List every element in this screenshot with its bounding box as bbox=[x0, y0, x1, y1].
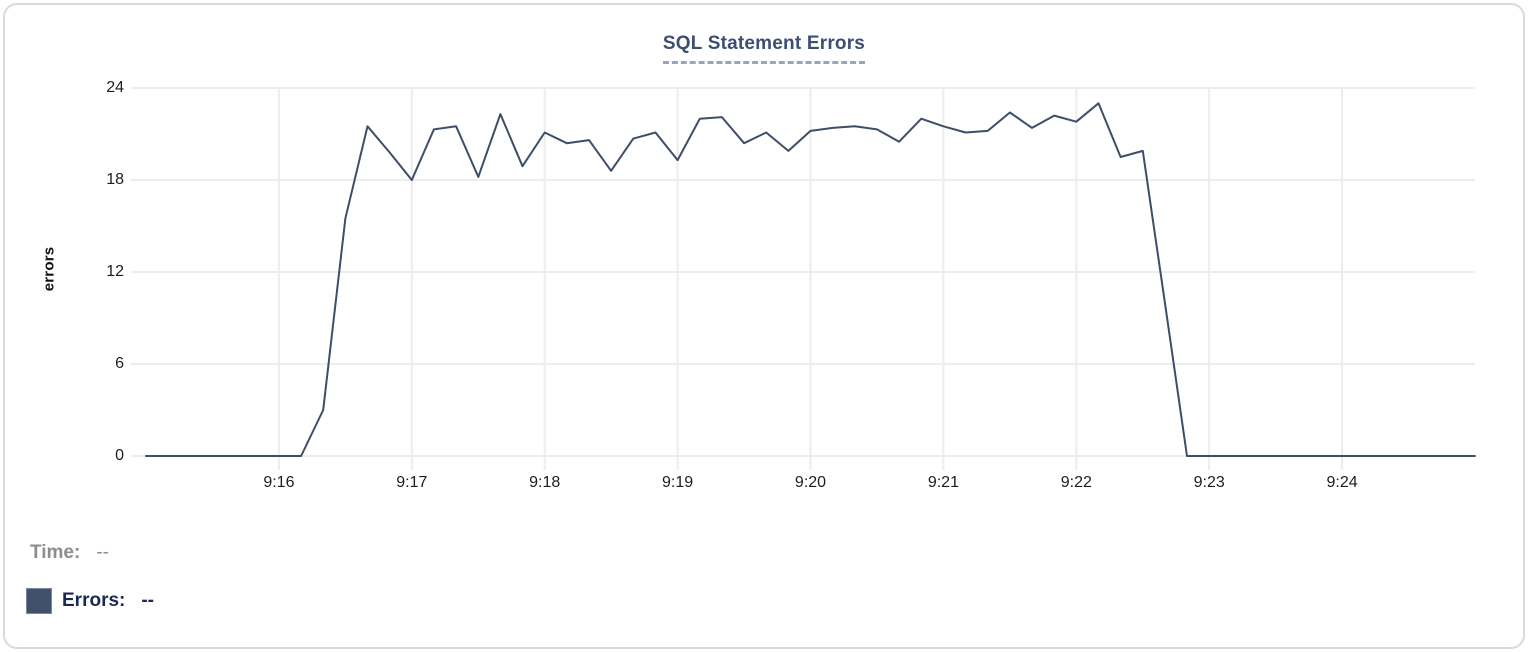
chart-title[interactable]: SQL Statement Errors bbox=[662, 33, 866, 64]
chart-header: SQL Statement Errors bbox=[5, 33, 1523, 64]
hover-readout-errors: Errors: -- bbox=[26, 588, 154, 614]
y-tick-label: 0 bbox=[115, 447, 124, 464]
errors-series-line[interactable] bbox=[145, 102, 1476, 457]
x-tick-label: 9:21 bbox=[927, 474, 959, 491]
time-value: -- bbox=[96, 542, 109, 563]
y-tick-label: 12 bbox=[106, 263, 124, 280]
x-tick-label: 9:16 bbox=[263, 474, 295, 491]
time-label: Time: bbox=[30, 542, 81, 563]
x-tick-label: 9:17 bbox=[396, 474, 428, 491]
x-tick-label: 9:19 bbox=[662, 474, 694, 491]
y-tick-label: 18 bbox=[106, 171, 124, 188]
x-tick-label: 9:24 bbox=[1326, 474, 1358, 491]
y-tick-label: 6 bbox=[115, 355, 124, 372]
x-tick-label: 9:20 bbox=[794, 474, 827, 491]
errors-value: -- bbox=[141, 590, 155, 611]
y-axis-title: errors bbox=[40, 246, 58, 292]
hover-readout-time: Time: -- bbox=[30, 542, 109, 564]
line-chart-plot-area[interactable] bbox=[5, 5, 1528, 652]
errors-series-swatch-icon bbox=[26, 588, 52, 614]
x-tick-label: 9:18 bbox=[529, 474, 561, 491]
x-tick-label: 9:23 bbox=[1193, 474, 1225, 491]
x-tick-label: 9:22 bbox=[1060, 474, 1092, 491]
chart-card: SQL Statement Errors 0 6 12 18 24 9:16 9:17 9:… bbox=[3, 3, 1525, 649]
errors-label: Errors: bbox=[62, 590, 126, 611]
y-tick-label: 24 bbox=[106, 79, 124, 96]
